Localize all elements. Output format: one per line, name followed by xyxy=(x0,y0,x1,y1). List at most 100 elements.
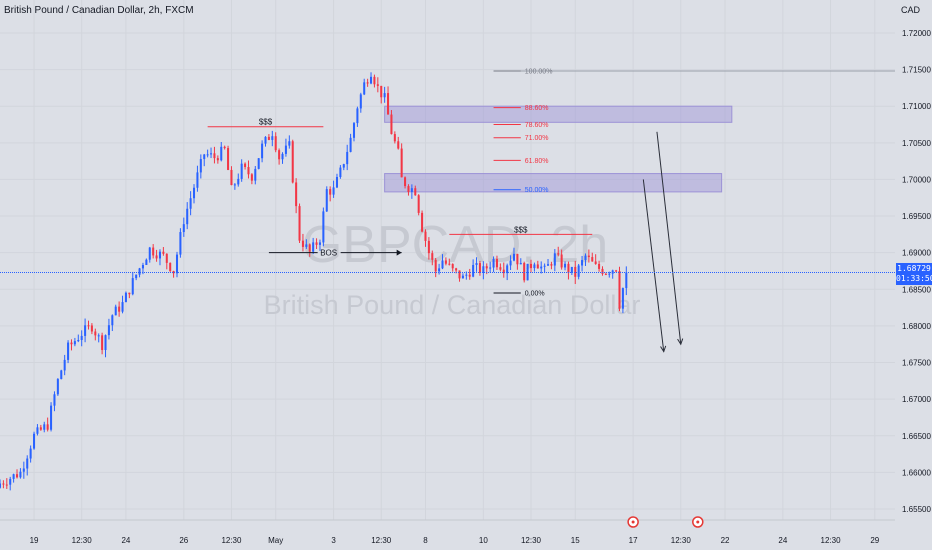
candle-body xyxy=(427,240,430,254)
candle-body xyxy=(5,484,8,486)
candle-body xyxy=(455,268,458,271)
flag-icon-dot xyxy=(631,520,635,524)
candle-body xyxy=(301,240,304,247)
candle-body xyxy=(325,189,328,212)
candle-body xyxy=(458,270,461,279)
candle-body xyxy=(509,260,512,266)
x-tick-label: 8 xyxy=(423,536,428,545)
candle-body xyxy=(312,242,315,252)
candle-body xyxy=(489,267,492,269)
candle-body xyxy=(179,232,182,255)
candle-body xyxy=(274,136,277,151)
candle-body xyxy=(615,270,618,272)
candle-body xyxy=(451,264,454,269)
x-tick-label: 12:30 xyxy=(821,536,842,545)
candle-body xyxy=(434,259,437,272)
candle-body xyxy=(495,258,498,268)
y-tick-label: 1.65500 xyxy=(902,505,931,514)
candle-body xyxy=(587,255,590,258)
candle-body xyxy=(298,206,301,241)
candle-body xyxy=(138,268,141,275)
candle-body xyxy=(414,188,417,196)
y-tick-label: 1.71500 xyxy=(902,66,931,75)
candle-body xyxy=(0,483,2,488)
candle-body xyxy=(604,273,607,275)
projection-arrow[interactable] xyxy=(656,131,682,345)
candle-body xyxy=(230,169,233,186)
candle-body xyxy=(502,269,505,274)
candle-body xyxy=(67,342,70,360)
candle-body xyxy=(135,274,138,279)
watermark-ticker: GBPCAD, 2h xyxy=(302,216,608,274)
candle-body xyxy=(284,145,287,154)
candle-body xyxy=(550,264,553,266)
candle-body xyxy=(468,274,471,277)
candle-body xyxy=(601,268,604,274)
candle-body xyxy=(196,172,199,188)
candle-body xyxy=(216,158,219,161)
candle-body xyxy=(516,253,519,265)
candle-body xyxy=(621,288,624,309)
candle-body xyxy=(431,253,434,260)
candle-body xyxy=(80,335,83,340)
candle-body xyxy=(308,244,311,252)
candle-body xyxy=(557,253,560,255)
candle-body xyxy=(220,146,223,161)
candle-body xyxy=(77,339,80,342)
candle-body xyxy=(424,231,427,241)
projection-arrow[interactable] xyxy=(642,179,665,352)
candle-body xyxy=(124,292,127,303)
y-tick-label: 1.68000 xyxy=(902,322,931,331)
candle-body xyxy=(404,177,407,187)
x-tick-label: 22 xyxy=(721,536,730,545)
candle-body xyxy=(247,167,250,175)
candle-body xyxy=(250,174,253,181)
candle-body xyxy=(53,394,56,406)
y-tick-label: 1.66500 xyxy=(902,432,931,441)
candle-body xyxy=(152,247,155,256)
candle-body xyxy=(512,253,516,261)
candle-body xyxy=(104,335,107,351)
candle-body xyxy=(529,263,533,269)
bos-label: BOS xyxy=(320,249,337,258)
candle-body xyxy=(465,274,468,276)
candle-body xyxy=(533,264,536,269)
x-tick-label: 15 xyxy=(571,536,580,545)
candle-body xyxy=(523,263,526,281)
candle-body xyxy=(332,187,335,195)
x-tick-label: 12:30 xyxy=(671,536,692,545)
candle-body xyxy=(564,263,567,268)
candle-body xyxy=(598,263,601,269)
x-tick-label: 26 xyxy=(179,536,188,545)
candle-body xyxy=(90,325,93,332)
fib-zone[interactable] xyxy=(384,105,733,123)
candle-body xyxy=(165,253,168,263)
x-tick-label: 12:30 xyxy=(221,536,242,545)
candle-body xyxy=(264,136,267,144)
flag-icon-dot xyxy=(696,520,700,524)
candle-body xyxy=(625,272,628,289)
candle-body xyxy=(421,212,424,232)
candle-body xyxy=(2,483,5,485)
bos-arrowhead xyxy=(396,249,402,256)
symbol-title[interactable]: British Pound / Canadian Dollar, 2h, FXC… xyxy=(4,5,194,16)
candle-body xyxy=(546,264,550,266)
candle-body xyxy=(19,471,22,478)
candle-body xyxy=(271,136,274,140)
candle-body xyxy=(128,292,131,295)
candle-body xyxy=(387,93,390,115)
x-tick-label: 24 xyxy=(778,536,787,545)
candle-body xyxy=(570,266,573,273)
fib-zone[interactable] xyxy=(384,173,723,193)
y-tick-label: 1.69000 xyxy=(902,249,931,258)
candle-body xyxy=(22,468,25,472)
candle-body xyxy=(203,154,206,160)
candle-body xyxy=(169,262,172,271)
x-tick-label: 19 xyxy=(30,536,39,545)
candle-body xyxy=(50,405,53,430)
candle-body xyxy=(26,458,29,469)
candle-body xyxy=(519,263,522,265)
y-tick-label: 1.67000 xyxy=(902,395,931,404)
